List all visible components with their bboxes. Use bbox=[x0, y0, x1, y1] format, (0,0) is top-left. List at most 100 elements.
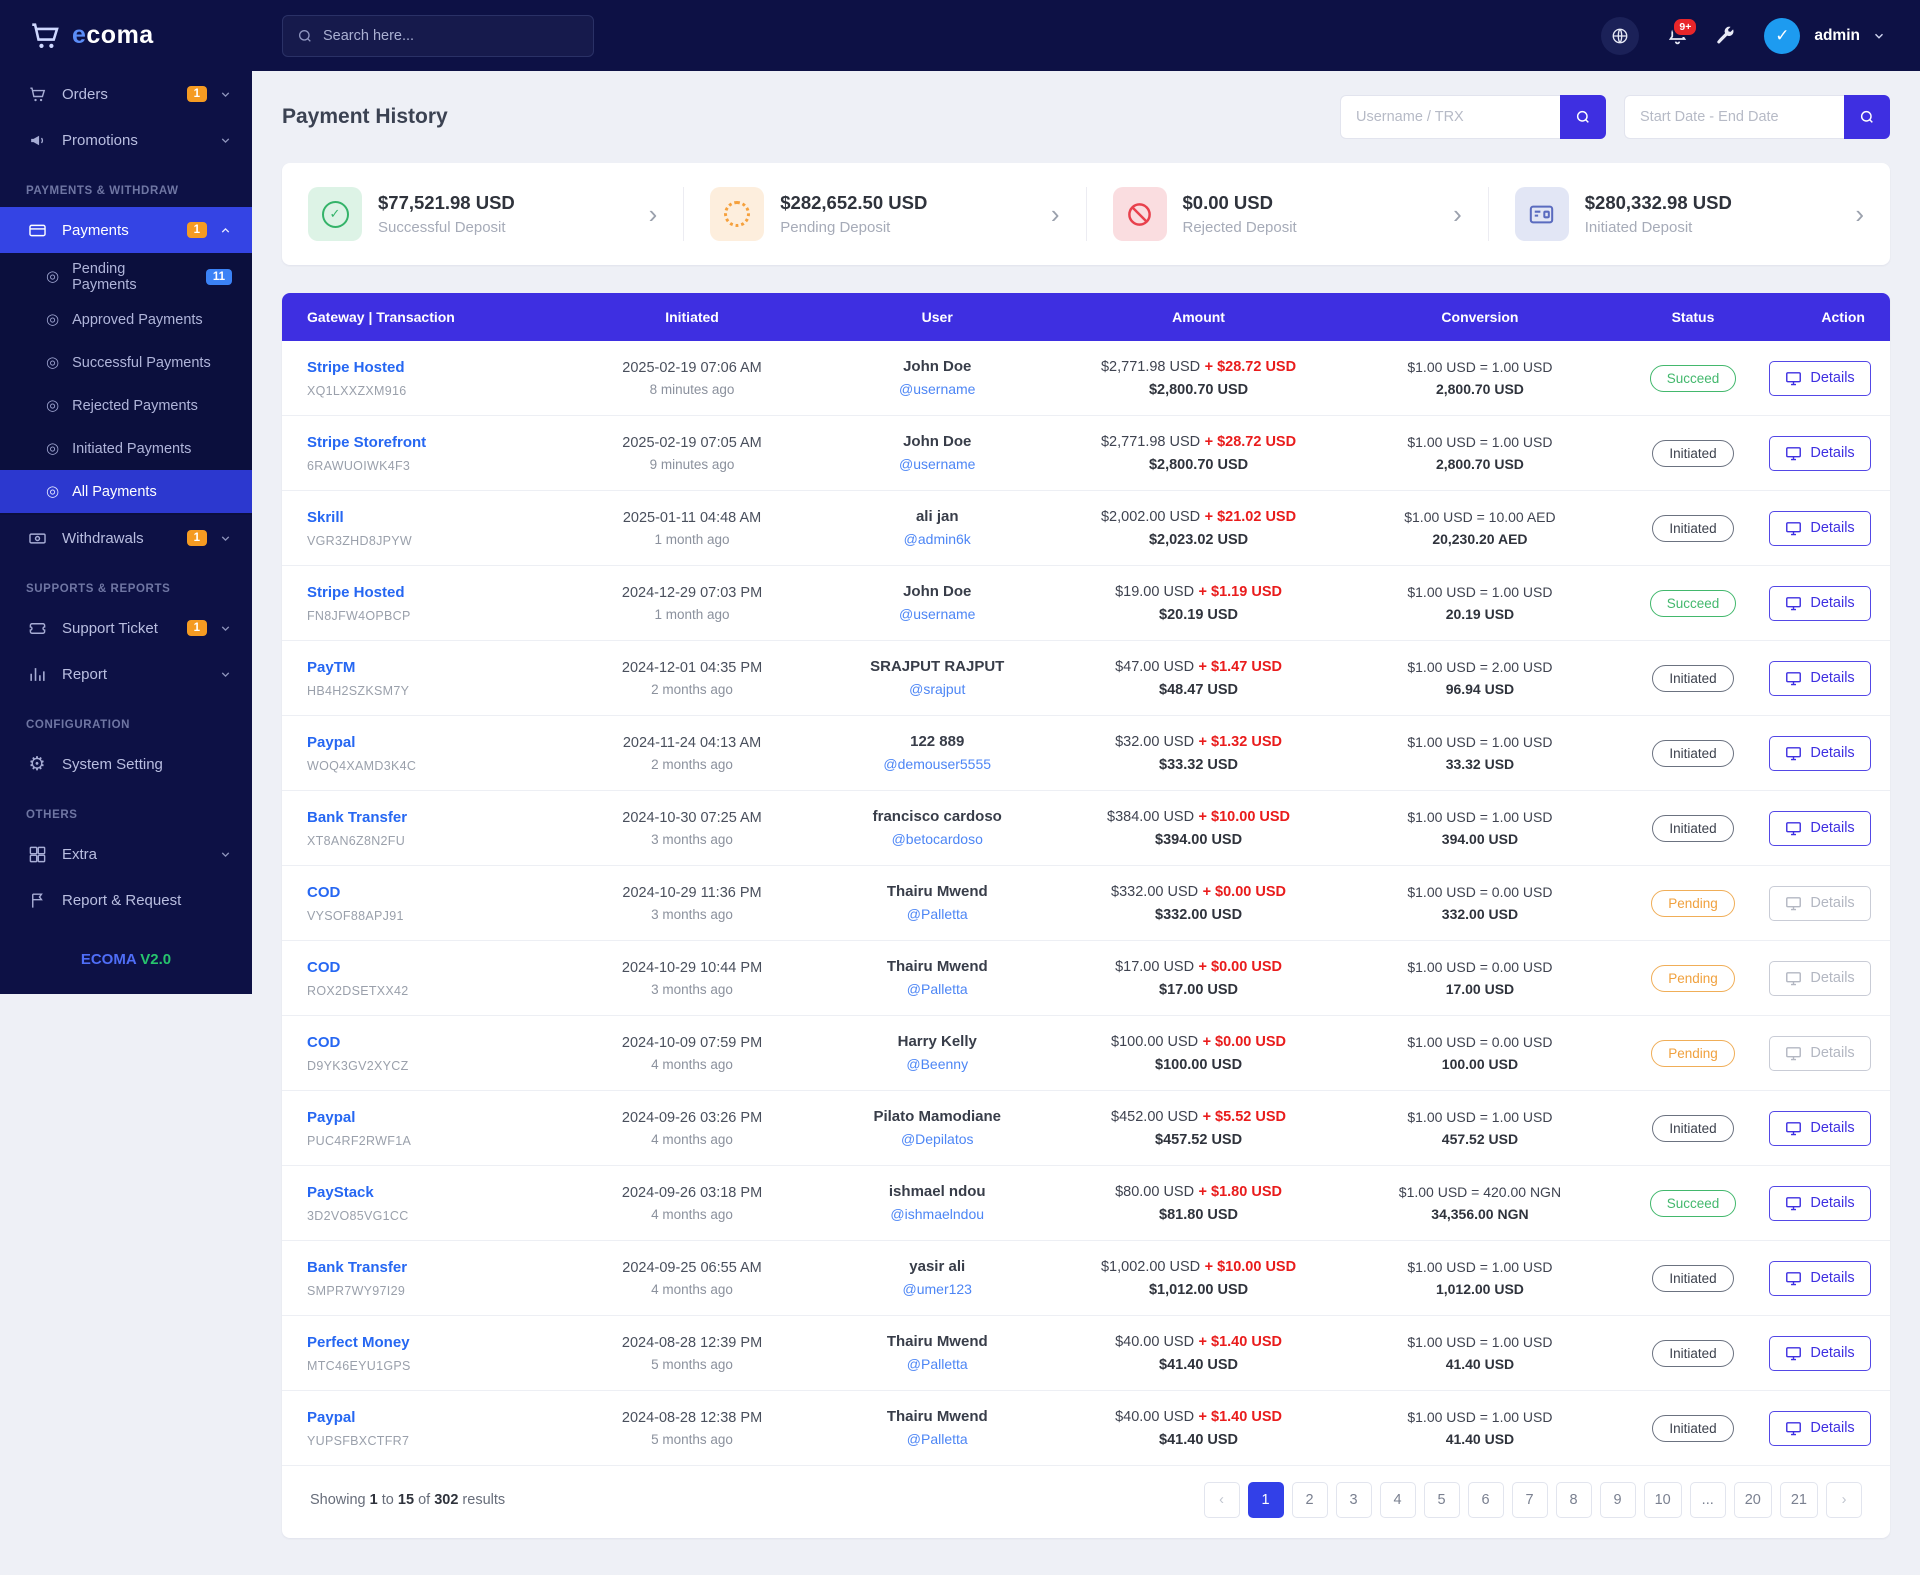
chevron-right-icon[interactable]: › bbox=[1855, 199, 1864, 229]
details-button[interactable]: Details bbox=[1769, 1410, 1871, 1446]
user-handle-link[interactable]: @betocardoso bbox=[891, 830, 983, 847]
page-button[interactable]: 4 bbox=[1379, 1482, 1416, 1518]
user-handle-link[interactable]: @Depilatos bbox=[900, 1130, 974, 1147]
user-handle-link[interactable]: @Palletta bbox=[906, 1355, 968, 1372]
sidebar-item-report-request[interactable]: Report & Request bbox=[0, 877, 252, 923]
chevron-right-icon[interactable]: › bbox=[648, 199, 658, 229]
avatar[interactable]: ✓ bbox=[1764, 17, 1801, 54]
user-menu-chevron-icon[interactable] bbox=[1872, 29, 1886, 43]
gateway-link[interactable]: Paypal bbox=[307, 733, 356, 751]
details-button[interactable]: Details bbox=[1769, 660, 1871, 696]
user-handle-link[interactable]: @admin6k bbox=[903, 530, 971, 547]
chevron-down-icon bbox=[219, 88, 232, 101]
chevron-right-icon[interactable]: › bbox=[1453, 199, 1462, 229]
gateway-link[interactable]: Stripe Hosted bbox=[307, 583, 405, 601]
gateway-link[interactable]: Paypal bbox=[307, 1108, 356, 1126]
details-button[interactable]: Details bbox=[1769, 1110, 1871, 1146]
page-button[interactable]: 6 bbox=[1467, 1482, 1504, 1518]
details-button[interactable]: Details bbox=[1769, 885, 1871, 921]
successful-deposit-amount: $77,521.98 USD bbox=[378, 192, 515, 213]
sidebar-item-payments[interactable]: Payments 1 bbox=[0, 207, 252, 253]
submenu-item[interactable]: ◎ All Payments bbox=[0, 470, 252, 513]
details-button[interactable]: Details bbox=[1769, 1335, 1871, 1371]
gateway-link[interactable]: Skrill bbox=[307, 508, 344, 526]
user-handle-link[interactable]: @username bbox=[899, 455, 976, 472]
pending-deposit-label: Pending Deposit bbox=[780, 219, 891, 236]
page-button[interactable]: 2 bbox=[1291, 1482, 1328, 1518]
details-button[interactable]: Details bbox=[1769, 1035, 1871, 1071]
details-button[interactable]: Details bbox=[1769, 360, 1871, 396]
submenu-item[interactable]: ◎ Rejected Payments bbox=[0, 384, 252, 427]
submenu-item[interactable]: ◎ Successful Payments bbox=[0, 341, 252, 384]
language-globe-button[interactable] bbox=[1601, 16, 1640, 55]
sidebar-item-extra[interactable]: Extra bbox=[0, 831, 252, 877]
notifications-button[interactable]: 9+ bbox=[1667, 17, 1699, 46]
transaction-id: PUC4RF2RWF1A bbox=[307, 1133, 412, 1148]
gateway-link[interactable]: PayTM bbox=[307, 658, 356, 676]
page-button[interactable]: 9 bbox=[1599, 1482, 1636, 1518]
user-handle-link[interactable]: @srajput bbox=[909, 680, 966, 697]
submenu-item[interactable]: ◎ Pending Payments 11 bbox=[0, 255, 252, 298]
gateway-link[interactable]: COD bbox=[307, 958, 341, 976]
details-button[interactable]: Details bbox=[1769, 735, 1871, 771]
sidebar-item-report[interactable]: Report bbox=[0, 651, 252, 697]
details-button[interactable]: Details bbox=[1769, 1260, 1871, 1296]
gateway-link[interactable]: COD bbox=[307, 883, 341, 901]
user-handle-link[interactable]: @Palletta bbox=[906, 905, 968, 922]
user-handle-link[interactable]: @ishmaelndou bbox=[890, 1205, 985, 1222]
user-handle-link[interactable]: @Palletta bbox=[906, 980, 968, 997]
details-button[interactable]: Details bbox=[1769, 1185, 1871, 1221]
date-range-input[interactable] bbox=[1624, 95, 1844, 139]
sidebar-item-support-ticket[interactable]: Support Ticket 1 bbox=[0, 605, 252, 651]
details-button[interactable]: Details bbox=[1769, 810, 1871, 846]
chevron-right-icon[interactable]: › bbox=[1050, 199, 1060, 229]
details-button[interactable]: Details bbox=[1769, 510, 1871, 546]
page-button[interactable]: 10 bbox=[1643, 1482, 1682, 1518]
status-badge: Initiated bbox=[1652, 514, 1734, 542]
username-trx-input[interactable] bbox=[1340, 95, 1560, 139]
username-trx-search-button[interactable] bbox=[1560, 95, 1606, 139]
gateway-link[interactable]: Bank Transfer bbox=[307, 1258, 408, 1276]
amount-fee: + $0.00 USD bbox=[1198, 959, 1282, 975]
gateway-link[interactable]: Bank Transfer bbox=[307, 808, 408, 826]
initiated-ago: 2 months ago bbox=[651, 681, 733, 697]
global-search-input[interactable] bbox=[323, 27, 579, 44]
gateway-link[interactable]: PayStack bbox=[307, 1183, 374, 1201]
user-handle-link[interactable]: @username bbox=[899, 605, 976, 622]
details-button[interactable]: Details bbox=[1769, 585, 1871, 621]
page-button[interactable]: 20 bbox=[1733, 1482, 1772, 1518]
page-button[interactable]: 21 bbox=[1779, 1482, 1818, 1518]
user-handle-link[interactable]: @demouser5555 bbox=[883, 755, 992, 772]
page-button[interactable]: ... bbox=[1689, 1482, 1726, 1518]
user-handle-link[interactable]: @umer123 bbox=[902, 1280, 972, 1297]
page-button[interactable]: › bbox=[1826, 1482, 1862, 1518]
user-handle-link[interactable]: @Palletta bbox=[906, 1430, 968, 1447]
page-button[interactable]: 1 bbox=[1247, 1482, 1284, 1518]
page-button[interactable]: 8 bbox=[1555, 1482, 1592, 1518]
details-button[interactable]: Details bbox=[1769, 435, 1871, 471]
page-button[interactable]: 5 bbox=[1423, 1482, 1460, 1518]
tools-wrench-button[interactable] bbox=[1716, 26, 1736, 46]
amount-fee: + $5.52 USD bbox=[1202, 1109, 1286, 1125]
user-handle-link[interactable]: @Beenny bbox=[906, 1055, 969, 1072]
page-button[interactable]: 7 bbox=[1511, 1482, 1548, 1518]
sidebar-item-promotions[interactable]: Promotions bbox=[0, 117, 252, 163]
gateway-link[interactable]: Stripe Storefront bbox=[307, 433, 427, 451]
sidebar-item-orders[interactable]: Orders 1 bbox=[0, 71, 252, 117]
gateway-link[interactable]: Perfect Money bbox=[307, 1333, 410, 1351]
page-button[interactable]: ‹ bbox=[1203, 1482, 1240, 1518]
sidebar-item-system-setting[interactable]: ⚙ System Setting bbox=[0, 741, 252, 787]
gateway-link[interactable]: Stripe Hosted bbox=[307, 358, 405, 376]
monitor-icon bbox=[1786, 821, 1802, 835]
date-range-search-button[interactable] bbox=[1844, 95, 1890, 139]
user-handle-link[interactable]: @username bbox=[899, 380, 976, 397]
brand-logo[interactable]: ecoma bbox=[0, 19, 252, 53]
gateway-link[interactable]: COD bbox=[307, 1033, 341, 1051]
submenu-item[interactable]: ◎ Initiated Payments bbox=[0, 427, 252, 470]
conversion-rate: $1.00 USD = 1.00 USD bbox=[1407, 359, 1553, 375]
gateway-link[interactable]: Paypal bbox=[307, 1408, 356, 1426]
details-button[interactable]: Details bbox=[1769, 960, 1871, 996]
page-button[interactable]: 3 bbox=[1335, 1482, 1372, 1518]
submenu-item[interactable]: ◎ Approved Payments bbox=[0, 298, 252, 341]
sidebar-item-withdrawals[interactable]: Withdrawals 1 bbox=[0, 515, 252, 561]
